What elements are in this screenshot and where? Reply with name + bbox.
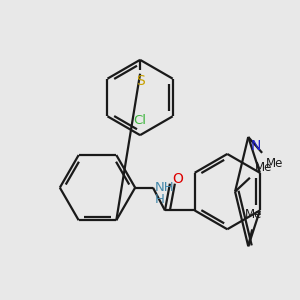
Text: S: S (136, 74, 145, 88)
Text: H: H (155, 193, 165, 206)
Text: Me: Me (244, 208, 262, 221)
Text: O: O (172, 172, 183, 186)
Text: Me: Me (255, 161, 272, 174)
Text: N: N (250, 139, 261, 153)
Text: Me: Me (266, 157, 284, 170)
Text: Cl: Cl (134, 114, 147, 127)
Text: NH: NH (155, 181, 175, 194)
